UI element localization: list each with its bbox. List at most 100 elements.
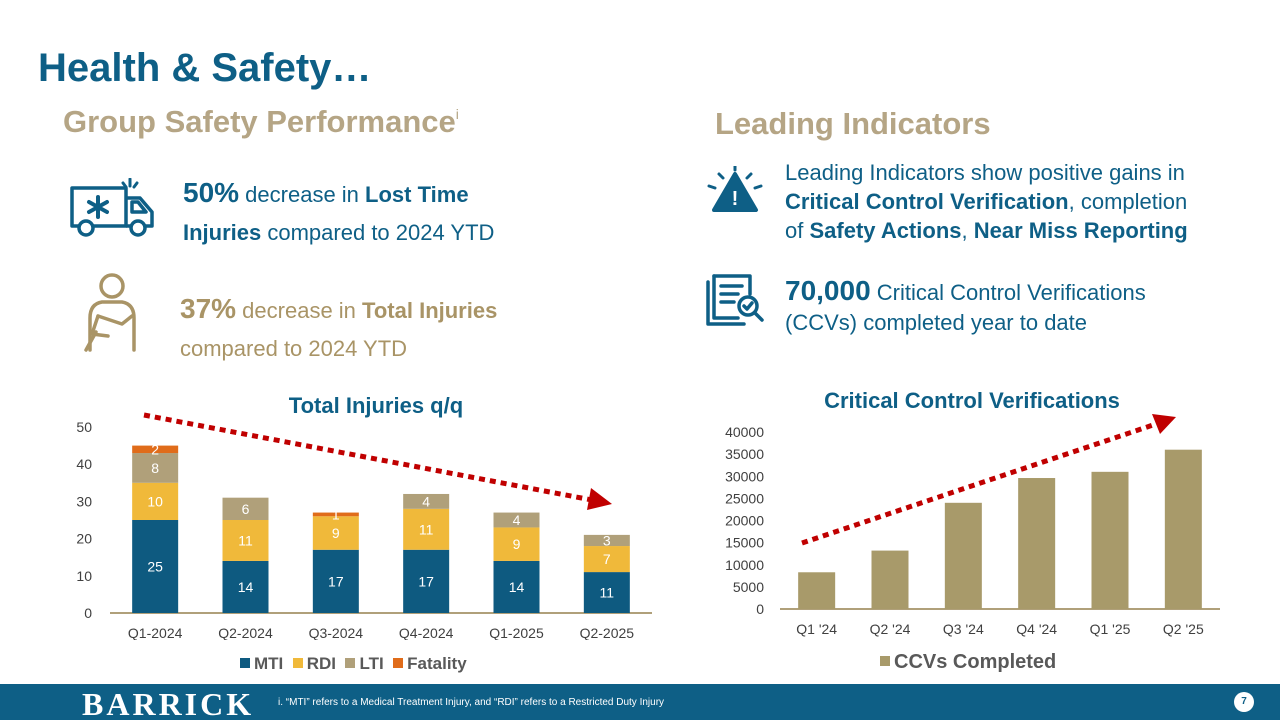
li-stat-text4: ,: [961, 218, 968, 243]
footnote-marker: i: [455, 106, 459, 122]
bar-ccv-Q4 '24: [1018, 478, 1056, 609]
lti-stat: 50% decrease in Lost Time Injuries compa…: [183, 174, 543, 252]
y-tick-label: 20000: [725, 513, 764, 529]
injuries-chart-title: Total Injuries q/q: [288, 393, 464, 418]
ccv-legend: CCVs Completed: [880, 651, 1056, 674]
bar-mti-Q1-2025: [493, 560, 540, 613]
data-label: 4: [422, 493, 430, 509]
y-tick-label: 35000: [725, 446, 764, 462]
data-label: 9: [332, 525, 340, 541]
bar-rdi-Q3-2024: [312, 516, 359, 550]
data-label: 3: [603, 532, 611, 548]
x-tick-label: Q1 '25: [1090, 621, 1131, 637]
legend-swatch-lti: [345, 657, 356, 668]
y-tick-label: 15000: [725, 535, 764, 551]
y-tick-label: 30000: [725, 468, 764, 484]
x-tick-label: Q1 '24: [796, 621, 837, 637]
y-tick-label: 5000: [733, 579, 764, 595]
bar-lti-Q2-2025: [583, 534, 630, 547]
li-stat-text1: Leading Indicators show positive gains i…: [785, 160, 1185, 185]
li-stat-bold2: Safety Actions: [809, 218, 962, 243]
injuries-legend: MTI RDI LTI Fatality: [240, 654, 467, 674]
data-label: 9: [513, 536, 521, 552]
bar-lti-Q1-2024: [132, 453, 179, 483]
bar-ccv-Q3 '24: [944, 502, 982, 609]
data-label: 1: [332, 506, 340, 522]
leading-indicators-stat: Leading Indicators show positive gains i…: [785, 158, 1245, 245]
li-stat-bold3: Near Miss Reporting: [973, 218, 1188, 243]
footnote: i. “MTI” refers to a Medical Treatment I…: [278, 697, 665, 708]
y-tick-label: 10000: [725, 557, 764, 573]
x-tick-label: Q1-2024: [128, 625, 183, 640]
lti-stat-text1: decrease in: [245, 182, 359, 207]
ccv-stat-value: 70,000: [785, 275, 871, 306]
legend-swatch-ccv: [880, 655, 890, 666]
ccv-stat-text2: (CCVs) completed year to date: [785, 310, 1088, 335]
y-tick-label: 50: [76, 419, 92, 435]
ambulance-icon: [70, 178, 154, 237]
y-tick-label: 25000: [725, 490, 764, 506]
y-tick-label: 0: [756, 601, 764, 617]
page-title: Health & Safety…: [38, 46, 372, 90]
bar-mti-Q4-2024: [403, 549, 450, 613]
data-label: 17: [328, 573, 344, 589]
legend-label-mti: MTI: [254, 654, 284, 673]
group-safety-heading-text: Group Safety Performance: [63, 104, 456, 139]
total-injuries-stat: 37% decrease in Total Injuries compared …: [180, 290, 560, 368]
legend-swatch-mti: [240, 657, 250, 668]
data-label: 11: [600, 585, 615, 601]
svg-text:!: !: [732, 188, 739, 210]
page-number: 7: [1234, 692, 1254, 712]
data-label: 14: [238, 579, 254, 595]
legend-label-rdi: RDI: [306, 654, 337, 673]
bar-lti-Q2-2024: [222, 497, 269, 520]
legend-label-lti: LTI: [359, 654, 384, 673]
total-injuries-stat-value: 37%: [180, 293, 237, 324]
data-label: 17: [418, 573, 434, 589]
data-label: 11: [419, 521, 434, 537]
trend-arrow-head: [1152, 414, 1176, 434]
data-label: 11: [238, 532, 253, 548]
y-tick-label: 10: [76, 568, 92, 584]
legend-label-ccv: CCVs Completed: [894, 651, 1057, 673]
bar-rdi-Q4-2024: [403, 508, 450, 550]
trend-arrow-line: [143, 412, 593, 503]
x-tick-label: Q3-2024: [309, 625, 364, 640]
li-stat-text3: of: [785, 218, 804, 243]
bar-lti-Q1-2025: [493, 512, 540, 528]
bar-ccv-Q1 '24: [798, 572, 836, 609]
data-label: 4: [513, 512, 521, 528]
bar-mti-Q2-2024: [222, 560, 269, 613]
x-tick-label: Q4 '24: [1016, 621, 1057, 637]
data-label: 6: [242, 501, 250, 517]
lti-stat-bold2: Injuries: [183, 220, 262, 245]
ccv-chart: 0 5000 10000 15000 20000 25000 30000 35000 40000…: [725, 414, 1220, 637]
li-stat-text2: , completion: [1068, 189, 1188, 214]
bar-ccv-Q2 '24: [871, 550, 909, 609]
barrick-logo: BARRICK: [82, 686, 255, 722]
bar-mti-Q3-2024: [312, 549, 359, 613]
bar-rdi-Q2-2025: [583, 546, 630, 573]
footer-bar: [0, 684, 1280, 720]
data-label: 2: [151, 441, 159, 457]
y-tick-label: 40: [76, 456, 92, 472]
data-label: 7: [603, 551, 611, 567]
checklist-icon: [706, 274, 764, 326]
x-tick-label: Q2-2025: [580, 625, 635, 640]
trend-arrow-line: [801, 421, 1157, 546]
ccv-chart-title: Critical Control Verifications: [824, 388, 1120, 413]
bar-fatality-Q3-2024: [312, 512, 359, 517]
bar-rdi-Q2-2024: [222, 520, 269, 561]
legend-label-fatality: Fatality: [407, 654, 467, 673]
bar-fatality-Q1-2024: [132, 445, 179, 454]
bar-rdi-Q1-2024: [132, 482, 179, 520]
ccv-stat: 70,000 Critical Control Verifications (C…: [785, 276, 1235, 338]
data-label: 14: [509, 579, 525, 595]
total-injuries-stat-text1: decrease in: [242, 298, 356, 323]
x-tick-label: Q2 '24: [870, 621, 911, 637]
trend-arrow-head: [587, 488, 612, 510]
x-tick-label: Q2 '25: [1163, 621, 1204, 637]
legend-swatch-fatality: [393, 657, 404, 668]
total-injuries-stat-text2: compared to 2024 YTD: [180, 336, 408, 361]
bar-rdi-Q1-2025: [493, 527, 540, 561]
